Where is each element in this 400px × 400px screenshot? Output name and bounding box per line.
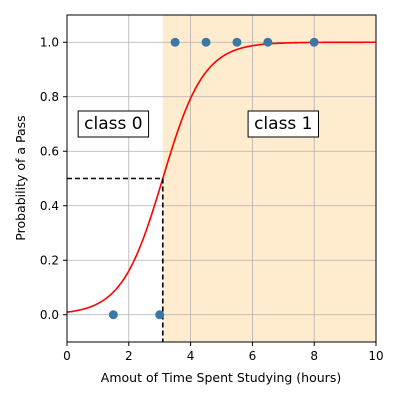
x-tick-label: 2 (125, 349, 133, 363)
x-tick-label: 6 (249, 349, 257, 363)
class1-region (162, 15, 376, 342)
axes-frame (66, 14, 377, 343)
y-tick-label: 0.6 (40, 144, 59, 158)
data-point (309, 37, 319, 47)
annotation-box: class 1 (247, 110, 320, 138)
data-point (155, 310, 165, 320)
logistic-curve (66, 41, 376, 313)
y-tick-label: 0.0 (40, 308, 59, 322)
x-tick-label: 0 (63, 349, 71, 363)
y-tick-label: 0.4 (40, 199, 59, 213)
y-tick-label: 1.0 (40, 35, 59, 49)
annotation-border (77, 110, 150, 138)
data-point (263, 37, 273, 47)
y-tick-label: 0.8 (40, 90, 59, 104)
data-point (170, 37, 180, 47)
data-point (108, 310, 118, 320)
data-point (232, 37, 242, 47)
annotation-label: class 1 (254, 114, 312, 134)
data-point (201, 37, 211, 47)
annotation-box: class 0 (77, 110, 150, 138)
x-tick-label: 4 (187, 349, 195, 363)
y-axis-label: Probability of a Pass (13, 115, 28, 240)
annotation-border (247, 110, 320, 138)
plot-area: class 0 class 1 0 2 4 6 8 10 0.0 0.2 0.4 0.6 0.8 1.0 (40, 14, 384, 363)
x-axis-label: Amout of Time Spent Studying (hours) (101, 370, 341, 385)
x-tick-label: 8 (310, 349, 318, 363)
x-tick-label: 10 (368, 349, 383, 363)
annotation-label: class 0 (84, 114, 142, 134)
y-tick-label: 0.2 (40, 253, 59, 267)
